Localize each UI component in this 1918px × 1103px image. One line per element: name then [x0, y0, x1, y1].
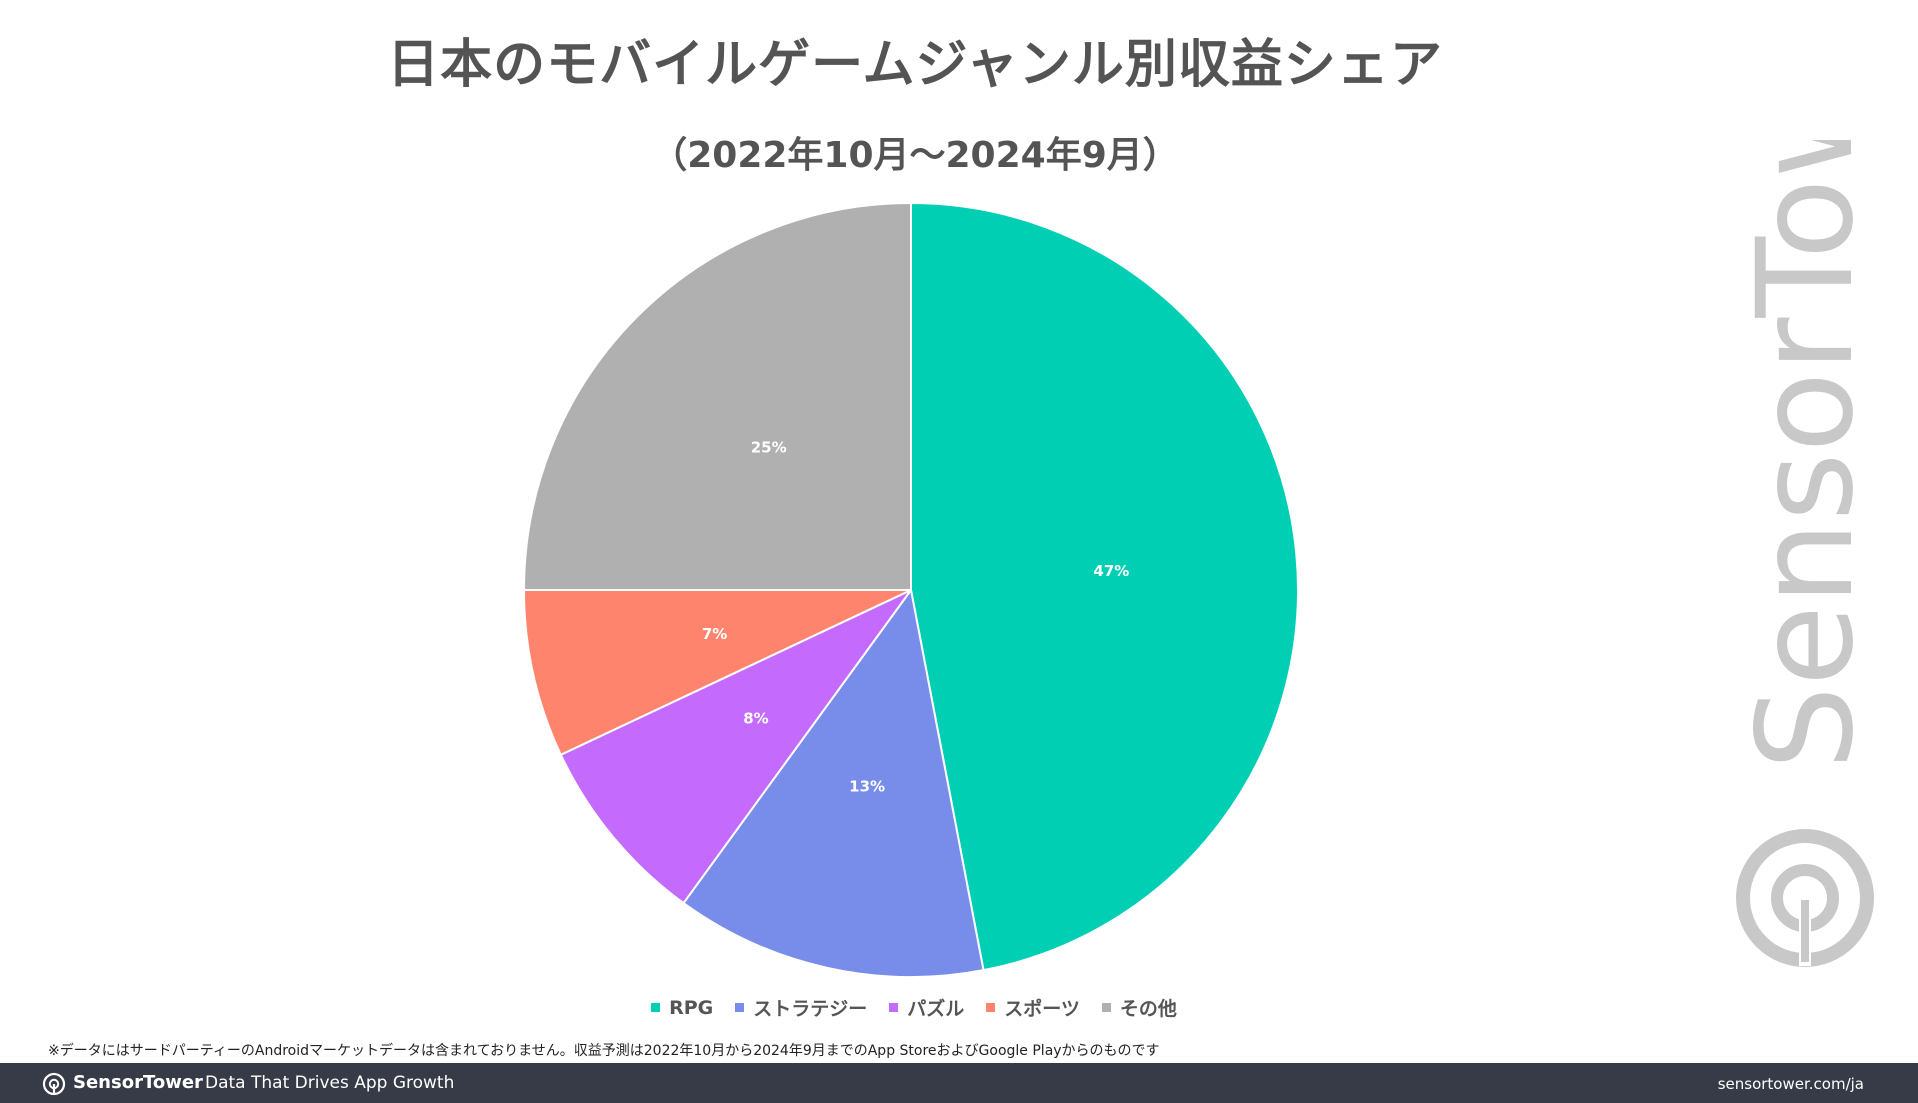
legend-label: スポーツ	[1004, 998, 1080, 1020]
legend-swatch	[651, 1003, 661, 1012]
chart-subtitle: （2022年10月～2024年9月）	[651, 135, 1179, 176]
footer-brand: SensorTower	[73, 1072, 203, 1093]
pie-slice-label-3: 7%	[702, 625, 727, 643]
sensortower-logo-icon	[42, 1072, 66, 1096]
legend-swatch	[735, 1003, 745, 1012]
pie-slice-1	[682, 587, 985, 978]
legend-label: ストラテジー	[753, 998, 868, 1020]
legend-item-0: RPG	[651, 994, 713, 1021]
legend-swatch	[986, 1003, 996, 1012]
legend-item-3: スポーツ	[986, 994, 1080, 1021]
footer-url-link[interactable]: sensortower.com/ja	[1717, 1075, 1864, 1093]
watermark-logo-icon	[1736, 829, 1874, 967]
pie-slice-label-0: 47%	[1093, 562, 1129, 580]
pie-slice-2	[559, 589, 912, 905]
pie-slice-label-1: 13%	[849, 777, 885, 795]
chart-title: 日本のモバイルゲームジャンル別収益シェア	[387, 35, 1443, 95]
pie-slice-4	[522, 201, 912, 591]
pie-slice-label-2: 8%	[743, 709, 768, 727]
footer-tagline: Data That Drives App Growth	[205, 1073, 455, 1093]
watermark: SensorTower	[1735, 140, 1875, 967]
watermark-text: SensorTower	[1735, 140, 1875, 770]
pie-labels: 47% 13% 8% 7% 25%	[702, 439, 1129, 796]
legend-swatch	[889, 1003, 899, 1012]
legend-item-1: ストラテジー	[735, 994, 867, 1021]
legend-item-4: その他	[1101, 994, 1177, 1021]
legend-label: パズル	[907, 998, 965, 1020]
pie-slice-3	[522, 589, 912, 757]
legend-item-2: パズル	[889, 994, 964, 1021]
pie-slices	[522, 201, 1299, 978]
chart-legend: RPG ストラテジー パズル スポーツ その他	[0, 994, 1828, 1021]
footer-bar: SensorTower Data That Drives App Growth …	[0, 1063, 1918, 1103]
pie-slice-0	[910, 201, 1299, 972]
footnote: ※データにはサードパーティーのAndroidマーケットデータは含まれておりません…	[48, 1043, 1160, 1059]
legend-swatch	[1101, 1003, 1111, 1012]
legend-label: RPG	[669, 996, 714, 1019]
pie-slice-label-4: 25%	[751, 439, 787, 457]
legend-label: その他	[1119, 998, 1177, 1020]
